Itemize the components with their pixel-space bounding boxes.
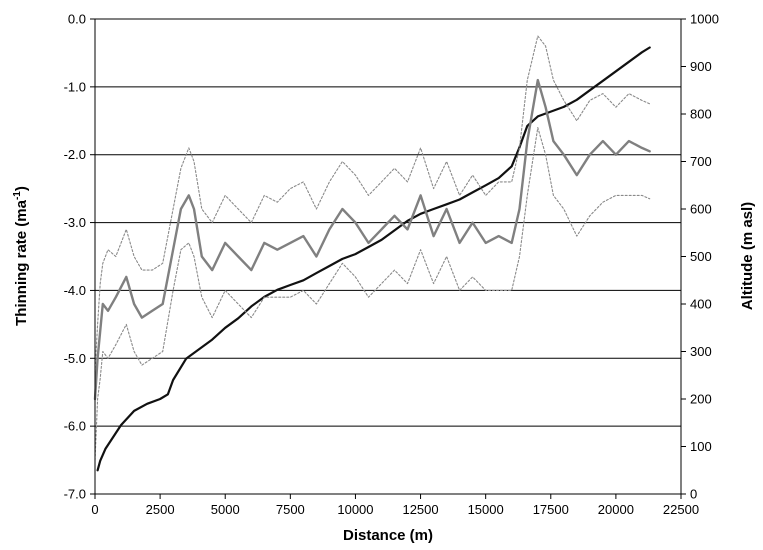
x-axis-ticks: 0 2500 5000 7500 10000 12500 15000 17500 20000 22… [91,494,699,517]
y-left-axis-title: Thinning rate (ma-1) [12,186,30,326]
y-right-tick-label-3: 700 [690,154,712,169]
y-right-tick-label-2: 800 [690,107,712,122]
x-tick-label-3: 7500 [276,502,305,517]
y-right-tick-label-7: 300 [690,344,712,359]
y-right-tick-label-6: 400 [690,297,712,312]
series-layer [93,35,651,472]
gridlines [95,86,681,427]
y-left-tick-label-4: -4.0 [64,283,86,298]
y-left-axis-title-close: ) [13,186,30,191]
x-tick-label-1: 2500 [146,502,175,517]
series-line-1 [93,78,651,401]
plot-frame [94,18,682,495]
y-right-axis-title: Altitude (m asl) [739,202,756,310]
x-tick-label-5: 12500 [402,502,438,517]
series-line-0 [96,46,651,472]
series-line-3 [94,127,651,461]
y-left-tick-label-3: -3.0 [64,215,86,230]
y-right-tick-label-4: 600 [690,202,712,217]
x-tick-label-2: 5000 [211,502,240,517]
y-right-tick-label-8: 200 [690,392,712,407]
x-tick-label-4: 10000 [337,502,373,517]
x-tick-label-0: 0 [91,502,98,517]
y-right-tick-label-5: 500 [690,249,712,264]
x-tick-label-7: 17500 [533,502,569,517]
y-right-tick-label-10: 0 [690,487,697,502]
y-right-tick-label-9: 100 [690,439,712,454]
x-tick-label-8: 20000 [598,502,634,517]
y-right-tick-label-1: 900 [690,59,712,74]
y-left-tick-label-7: -7.0 [64,487,86,502]
y-left-axis-title-main: Thinning rate (ma [13,199,30,325]
y-right-tick-label-0: 1000 [690,12,719,27]
x-tick-label-6: 15000 [468,502,504,517]
y-left-tick-label-2: -2.0 [64,147,86,162]
series-line-2 [94,35,651,373]
y-left-tick-label-1: -1.0 [64,79,86,94]
y-left-tick-label-5: -5.0 [64,351,86,366]
x-axis-title: Distance (m) [343,527,433,544]
y-left-tick-label-6: -6.0 [64,419,86,434]
x-tick-label-9: 22500 [663,502,699,517]
y-left-axis-title-sup: -1 [12,191,23,200]
y-left-axis-ticks: 0.0 -1.0 -2.0 -3.0 -4.0 -5.0 -6.0 -7.0 [64,12,95,502]
y-left-tick-label-0: 0.0 [68,12,86,27]
